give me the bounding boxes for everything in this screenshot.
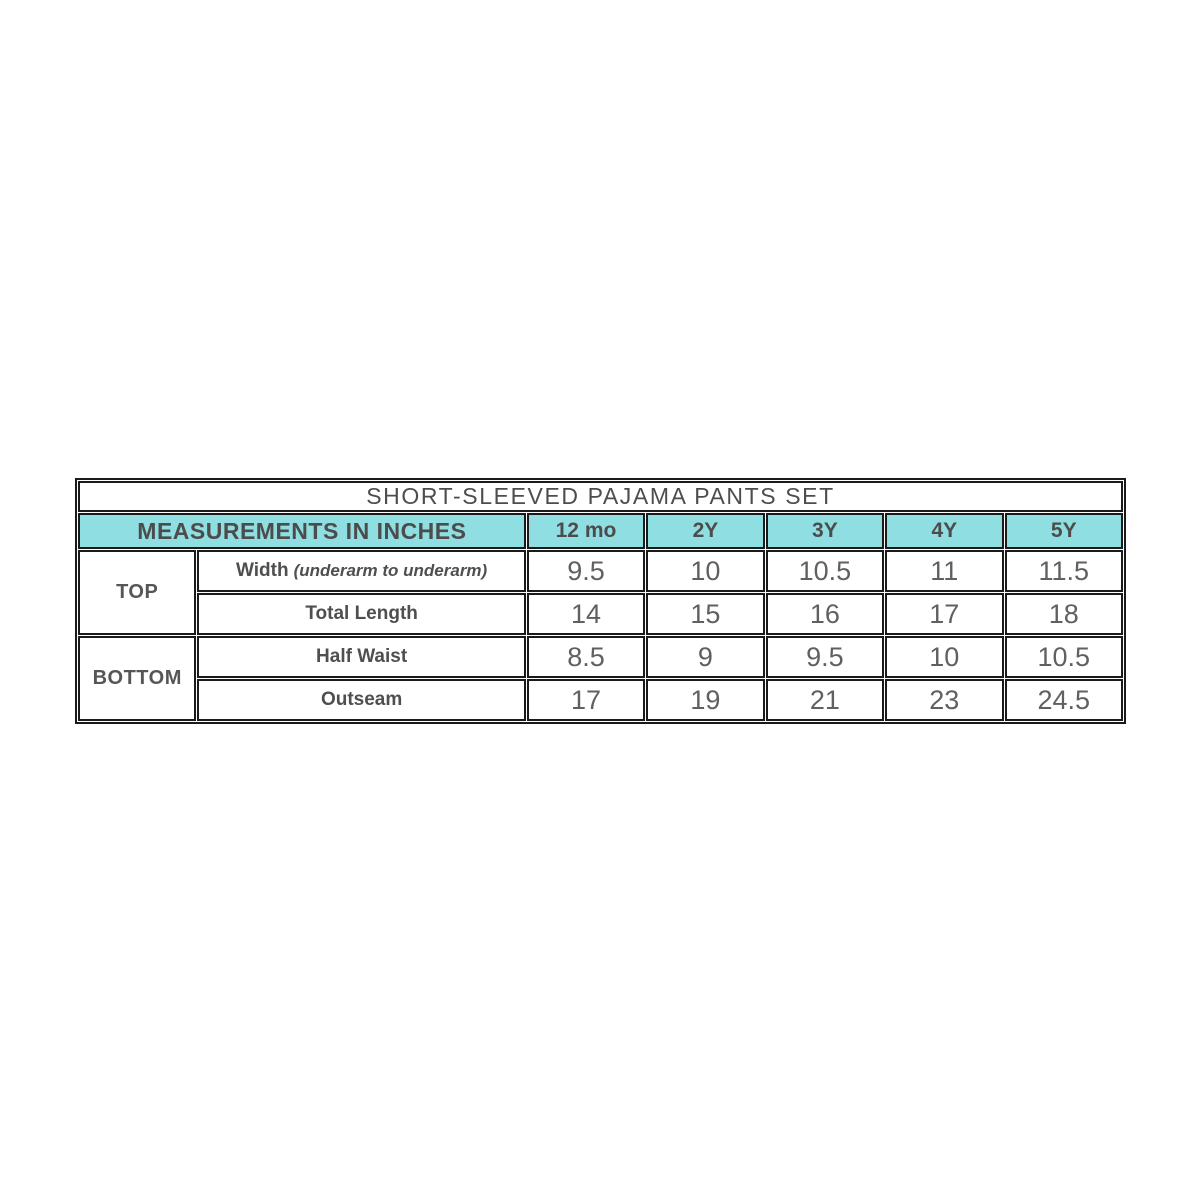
column-header-3y: 3Y (765, 513, 885, 549)
value-cell: 10 (646, 550, 765, 592)
table-row-half-waist: BOTTOM Half Waist 8.5 9 9.5 10 10.5 (78, 636, 1123, 721)
value-cell: 10.5 (765, 550, 885, 592)
value-cell: 11.5 (1004, 550, 1123, 592)
value-cell: 9.5 (526, 550, 646, 592)
table-row-total-length: Total Length 14 15 16 17 18 (78, 593, 1123, 635)
row-label-total-length: Total Length (197, 593, 526, 635)
value-cell: 11 (885, 550, 1004, 592)
value-cell: 8.5 (526, 636, 646, 678)
value-cell: 10 (885, 636, 1004, 678)
row-label-width: Width (underarm to underarm) (197, 550, 526, 592)
value-cell: 18 (1004, 593, 1123, 635)
value-cell: 10.5 (1004, 636, 1123, 678)
value-cell: 19 (646, 679, 765, 721)
size-chart-table: SHORT-SLEEVED PAJAMA PANTS SET MEASUREME… (75, 478, 1126, 724)
title-row: SHORT-SLEEVED PAJAMA PANTS SET (78, 481, 1123, 512)
measurements-table: SHORT-SLEEVED PAJAMA PANTS SET MEASUREME… (77, 480, 1124, 722)
section-label-bottom: BOTTOM (78, 636, 197, 721)
value-cell: 24.5 (1004, 679, 1123, 721)
value-cell: 9 (646, 636, 765, 678)
column-header-5y: 5Y (1004, 513, 1123, 549)
row-label-width-note: (underarm to underarm) (293, 561, 488, 580)
column-header-2y: 2Y (646, 513, 765, 549)
table-row-outseam: Outseam 17 19 21 23 24.5 (78, 679, 1123, 721)
header-row: MEASUREMENTS IN INCHES 12 mo 2Y 3Y 4Y 5Y (78, 513, 1123, 549)
value-cell: 9.5 (765, 636, 885, 678)
column-header-12mo: 12 mo (526, 513, 646, 549)
value-cell: 15 (646, 593, 765, 635)
value-cell: 14 (526, 593, 646, 635)
value-cell: 17 (885, 593, 1004, 635)
table-row-width: TOP Width (underarm to underarm) 9.5 10 1… (78, 550, 1123, 635)
value-cell: 17 (526, 679, 646, 721)
value-cell: 23 (885, 679, 1004, 721)
column-header-4y: 4Y (885, 513, 1004, 549)
row-label-half-waist: Half Waist (197, 636, 526, 678)
chart-title: SHORT-SLEEVED PAJAMA PANTS SET (78, 481, 1123, 512)
value-cell: 16 (765, 593, 885, 635)
row-label-width-main: Width (235, 560, 289, 581)
section-label-top: TOP (78, 550, 197, 635)
value-cell: 21 (765, 679, 885, 721)
row-label-outseam: Outseam (197, 679, 526, 721)
measurements-in-inches-header: MEASUREMENTS IN INCHES (78, 513, 526, 549)
